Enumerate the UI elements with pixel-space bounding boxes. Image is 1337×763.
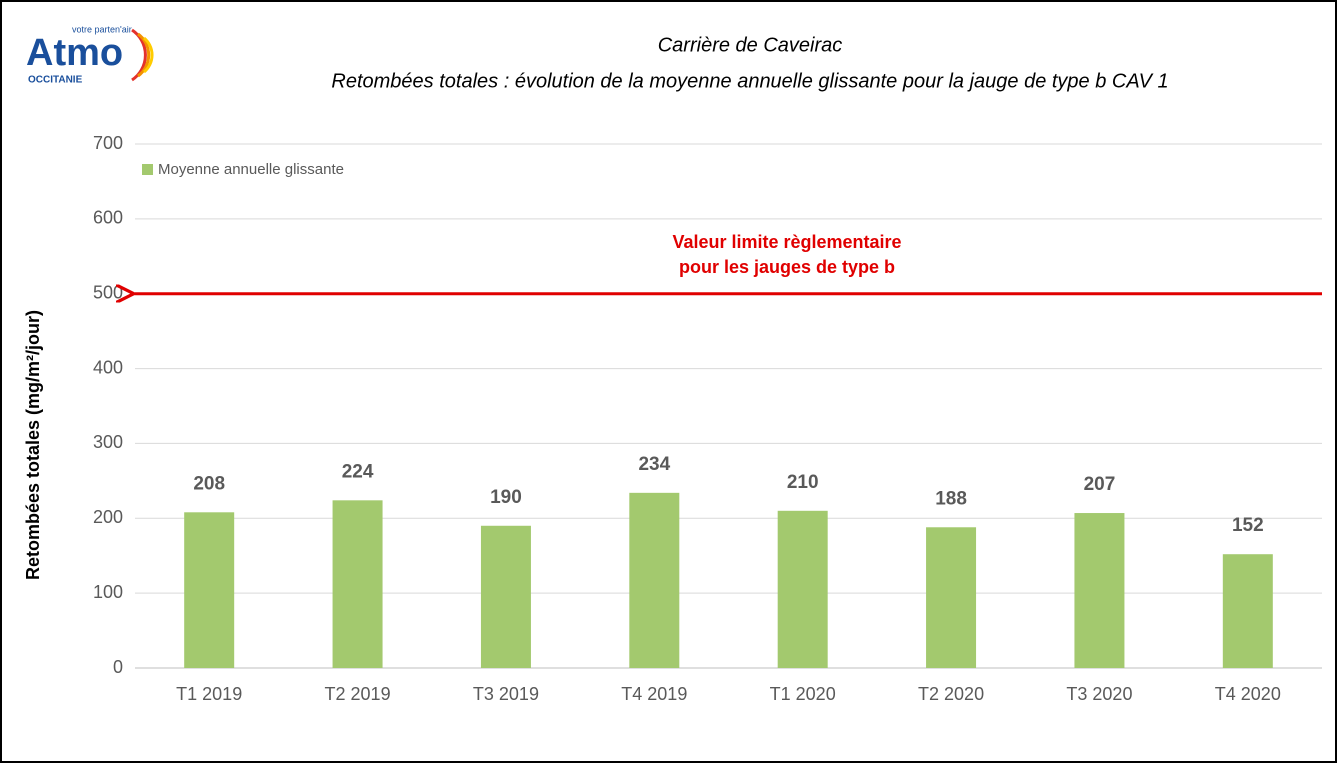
x-tick-label: T4 2020 xyxy=(1215,684,1281,704)
x-tick-label: T2 2019 xyxy=(325,684,391,704)
bar xyxy=(1222,554,1273,668)
y-tick-label: 700 xyxy=(93,133,123,153)
y-tick-label: 600 xyxy=(93,208,123,228)
data-label: 190 xyxy=(490,487,522,508)
logo-tagline: votre parten'air xyxy=(72,24,132,34)
y-tick-label: 0 xyxy=(113,657,123,677)
data-label: 208 xyxy=(193,473,225,494)
logo-arc xyxy=(131,28,147,82)
data-label: 224 xyxy=(342,461,374,482)
x-tick-label: T4 2019 xyxy=(621,684,687,704)
x-tick-label: T2 2020 xyxy=(918,684,984,704)
data-label: 207 xyxy=(1084,474,1116,495)
logo-arc xyxy=(142,36,154,74)
bar xyxy=(184,512,235,668)
logo-arc xyxy=(137,32,151,78)
y-tick-label: 100 xyxy=(93,582,123,602)
data-label: 234 xyxy=(638,454,670,475)
logo-region: OCCITANIE xyxy=(28,75,83,86)
legend-swatch xyxy=(142,164,153,175)
bar xyxy=(777,510,828,668)
legend-label: Moyenne annuelle glissante xyxy=(158,161,344,178)
data-label: 188 xyxy=(935,488,967,509)
chart-subtitle: Retombées totales : évolution de la moye… xyxy=(331,70,1168,92)
reference-label: Valeur limite règlementaire xyxy=(672,232,901,252)
reference-label: pour les jauges de type b xyxy=(679,257,895,277)
bar xyxy=(629,492,680,668)
chart-title: Carrière de Caveirac xyxy=(658,34,843,56)
bar xyxy=(332,500,383,668)
logo-name: Atmo xyxy=(26,32,123,74)
y-tick-label: 500 xyxy=(93,282,123,302)
y-tick-label: 300 xyxy=(93,432,123,452)
bar xyxy=(926,527,977,668)
x-tick-label: T3 2020 xyxy=(1066,684,1132,704)
bar xyxy=(1074,513,1125,668)
logo: Atmo votre parten'air OCCITANIE xyxy=(26,24,154,86)
y-tick-label: 400 xyxy=(93,357,123,377)
x-tick-label: T3 2019 xyxy=(473,684,539,704)
y-tick-label: 200 xyxy=(93,507,123,527)
x-tick-label: T1 2019 xyxy=(176,684,242,704)
data-label: 210 xyxy=(787,472,819,493)
bar xyxy=(480,525,531,668)
x-tick-label: T1 2020 xyxy=(770,684,836,704)
y-axis-label: Retombées totales (mg/m²/jour) xyxy=(23,310,43,580)
data-label: 152 xyxy=(1232,515,1264,536)
